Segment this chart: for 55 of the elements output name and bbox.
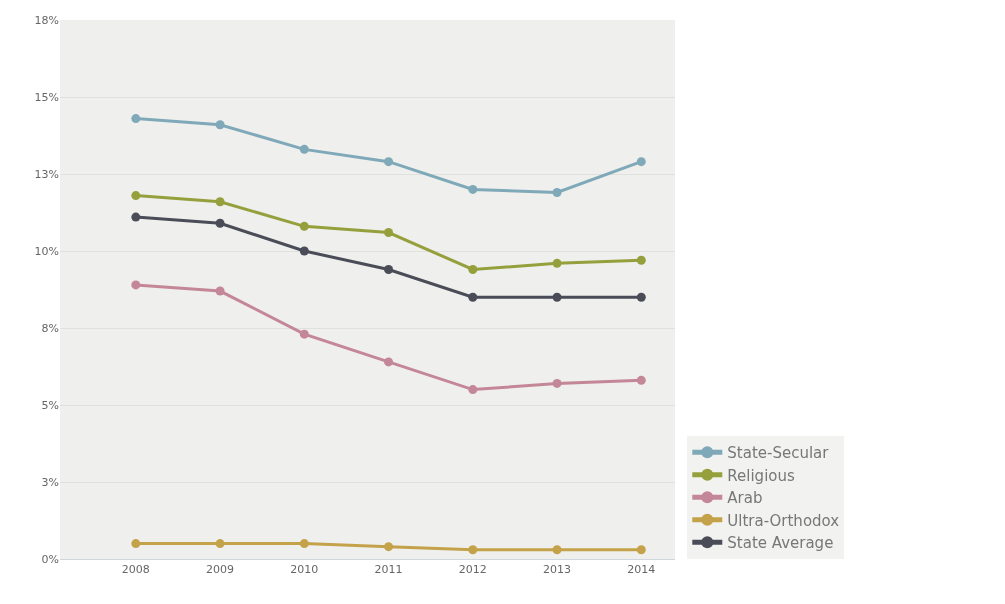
point (552, 258, 562, 268)
x-tick-label: 2012 (458, 563, 487, 577)
x-tick-label: 2008 (121, 563, 150, 577)
point (636, 157, 646, 167)
y-tick-label: 0% (41, 552, 59, 566)
point (384, 357, 394, 367)
point (636, 292, 646, 302)
point (468, 184, 478, 194)
y-tick-label: 10% (34, 244, 59, 258)
point (131, 191, 141, 201)
y-tick-label: 5% (41, 398, 59, 412)
y-tick-label: 15% (34, 90, 59, 104)
point (131, 280, 141, 290)
point (215, 120, 225, 130)
point (215, 218, 225, 228)
point (468, 292, 478, 302)
point (384, 542, 394, 552)
y-tick-label: 3% (41, 475, 59, 489)
point (215, 197, 225, 207)
point (299, 539, 309, 549)
point (215, 539, 225, 549)
point (215, 286, 225, 296)
point (636, 375, 646, 385)
point (299, 246, 309, 256)
y-tick-label: 13% (34, 167, 59, 181)
x-tick-label: 2009 (206, 563, 235, 577)
point (552, 545, 562, 555)
x-tick-label: 2011 (374, 563, 403, 577)
x-tick-label: 2013 (543, 563, 572, 577)
point (299, 329, 309, 339)
point (384, 264, 394, 274)
point (131, 539, 141, 549)
legend-label: Arab (727, 489, 763, 508)
x-tick-label: 2014 (627, 563, 656, 577)
legend-label: Ultra-Orthodox (727, 511, 840, 530)
point (636, 545, 646, 555)
point (299, 221, 309, 231)
legend-label: Religious (727, 466, 795, 485)
point (131, 212, 141, 222)
point (384, 157, 394, 167)
point (131, 114, 141, 124)
point (468, 545, 478, 555)
point (384, 228, 394, 238)
point (299, 144, 309, 154)
y-tick-label: 8% (41, 321, 59, 335)
y-tick-label: 18% (34, 13, 59, 27)
legend-label: State Average (727, 534, 834, 553)
point (468, 264, 478, 274)
point (636, 255, 646, 265)
legend-label: State-Secular (727, 444, 830, 463)
point (552, 292, 562, 302)
point (552, 187, 562, 197)
point (552, 378, 562, 388)
point (468, 385, 478, 395)
x-tick-label: 2010 (290, 563, 319, 577)
